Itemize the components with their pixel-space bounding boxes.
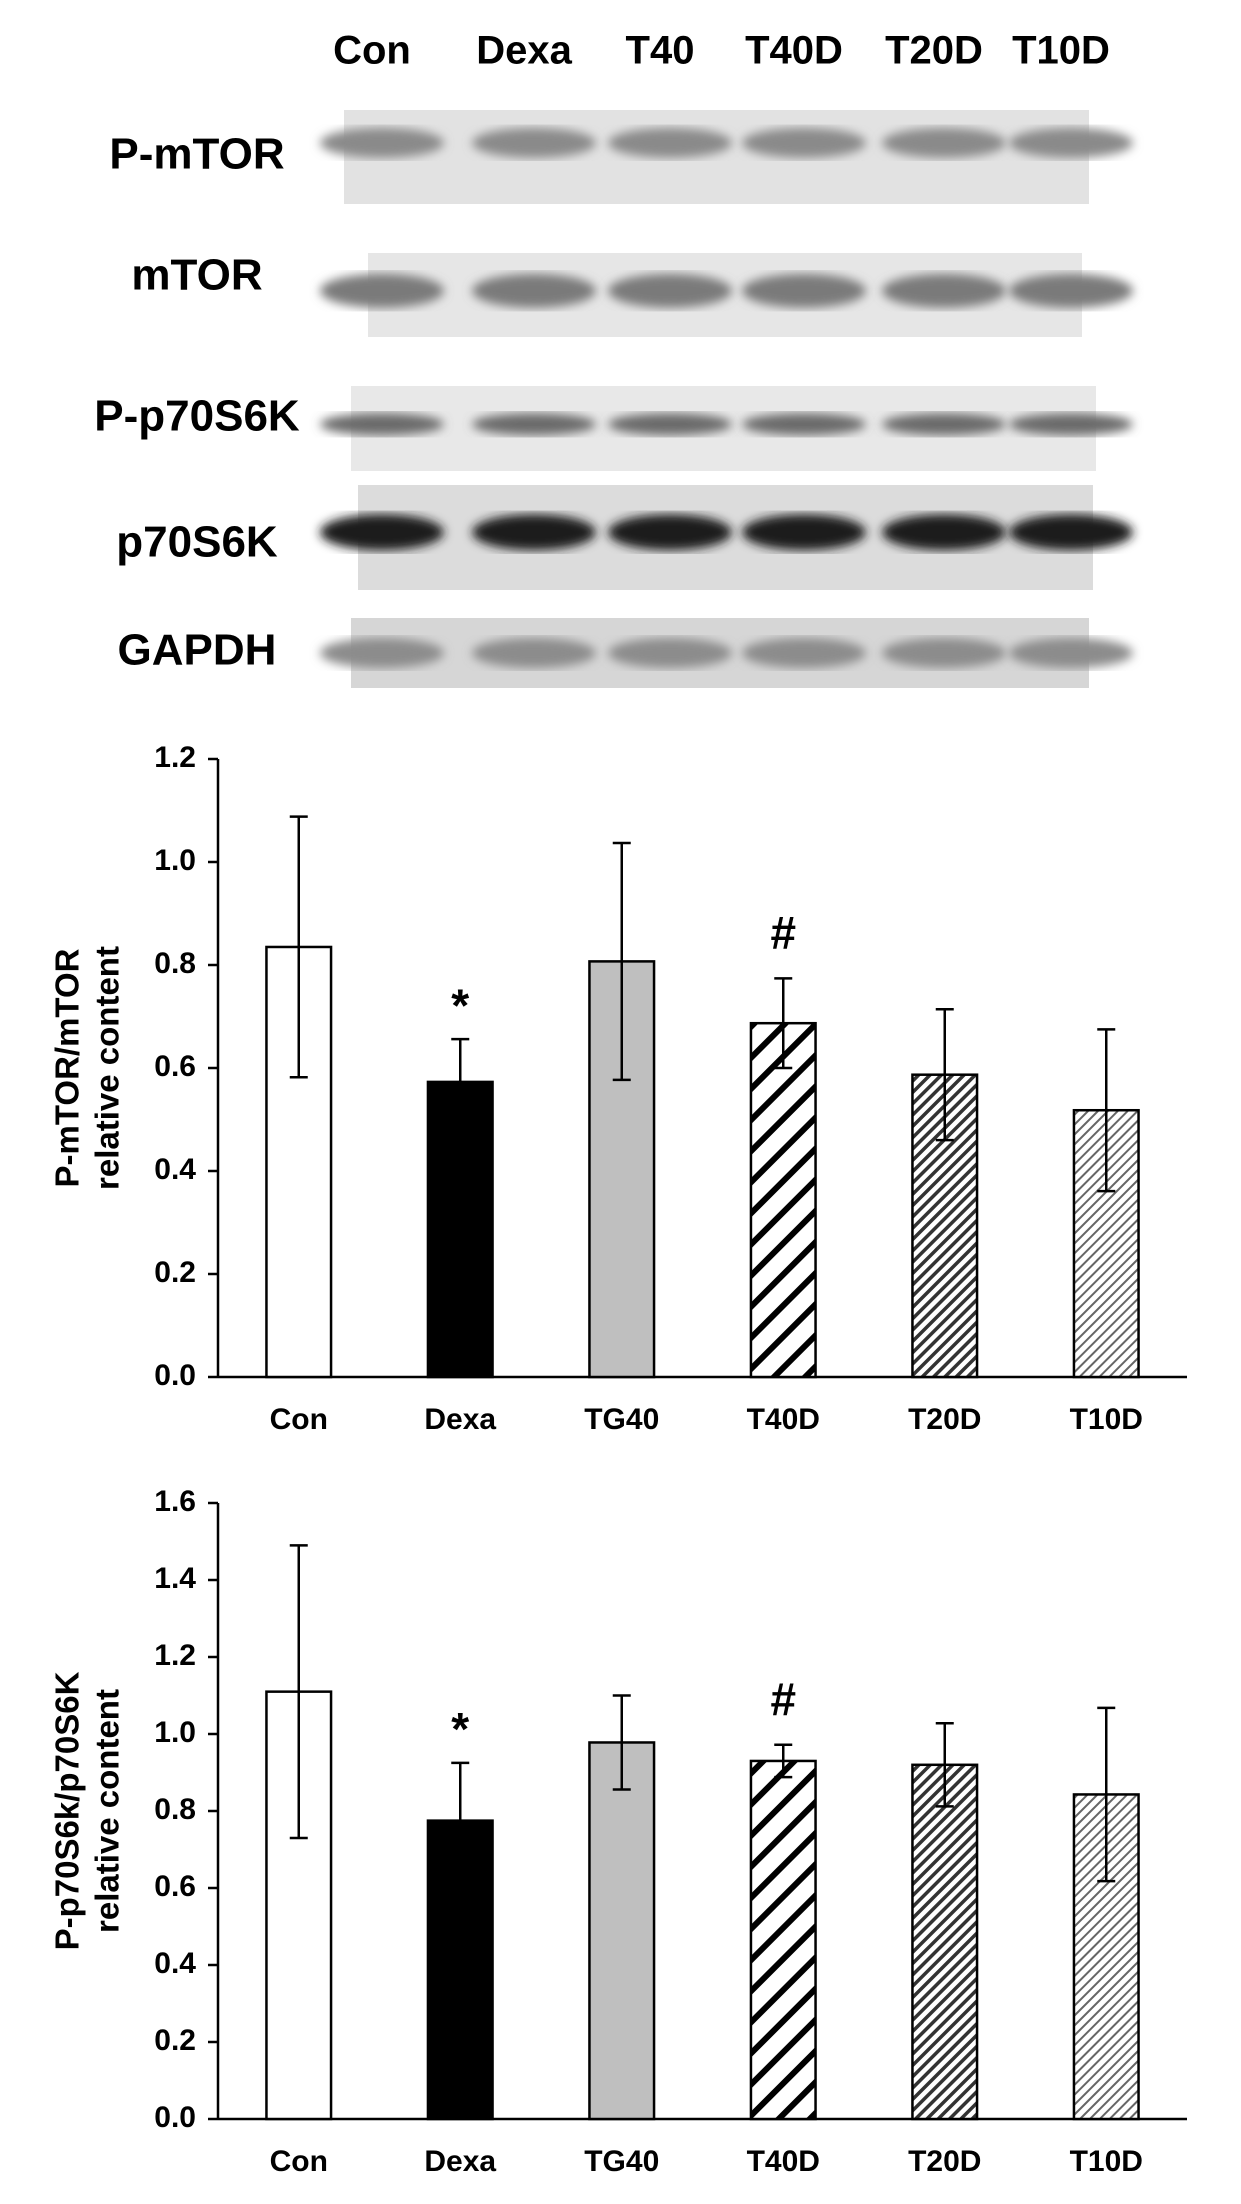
blot-band: [472, 638, 596, 668]
bar: [1072, 1108, 1140, 1379]
bar: [588, 1741, 656, 2121]
lane-label: T10D: [1012, 29, 1110, 73]
blot-band: [608, 514, 732, 551]
y-tick-label: 0.0: [154, 1359, 196, 1392]
x-tick-label: T40D: [747, 1403, 820, 1436]
blot-band: [742, 273, 866, 308]
y-tick-label: 0.6: [154, 1050, 196, 1083]
y-axis-label: P-mTOR/mTOR relative content: [49, 946, 126, 1190]
y-tick-label: 1.0: [154, 1716, 196, 1749]
blot-band: [882, 413, 1006, 436]
lane-label: T40D: [745, 29, 843, 73]
blot-band: [742, 127, 866, 158]
bar: [749, 1759, 817, 2121]
blot-band: [882, 127, 1006, 158]
y-tick-label: 1.2: [154, 1639, 196, 1672]
x-tick-label: TG40: [584, 2145, 659, 2178]
blot-strip: [344, 110, 1089, 204]
x-tick-label: Dexa: [424, 2145, 496, 2178]
x-tick-label: Con: [270, 1403, 328, 1436]
blot-band: [320, 273, 444, 308]
blot-band: [1009, 273, 1133, 308]
x-tick-label: T10D: [1070, 2145, 1143, 2178]
blot-band: [320, 514, 444, 551]
blot-band: [882, 514, 1006, 551]
blot-band: [472, 413, 596, 436]
significance-mark: *: [451, 979, 469, 1031]
bar: [749, 1021, 817, 1379]
blot-band: [608, 127, 732, 158]
lane-label: T40: [626, 29, 695, 73]
bar: [911, 1763, 979, 2121]
blot-band: [1009, 413, 1133, 436]
blot-band: [742, 413, 866, 436]
significance-mark: #: [770, 1673, 796, 1725]
x-tick-label: Con: [270, 2145, 328, 2178]
y-axis-label-line: P-mTOR/mTOR: [49, 948, 86, 1187]
blot-band: [1009, 514, 1133, 551]
x-tick-label: T40D: [747, 2145, 820, 2178]
blot-band: [320, 638, 444, 668]
y-axis-label-line: relative content: [89, 946, 126, 1190]
blot-band: [608, 273, 732, 308]
row-label: P-p70S6K: [94, 392, 300, 441]
y-tick-label: 0.4: [154, 1153, 196, 1186]
y-tick-label: 1.0: [154, 844, 196, 877]
blot-band: [742, 514, 866, 551]
y-axis-label: P-p70S6k/p70S6K relative content: [49, 1671, 126, 1950]
blot-band: [742, 638, 866, 668]
significance-mark: *: [451, 1703, 469, 1755]
y-tick-label: 0.2: [154, 2024, 196, 2057]
row-label: P-mTOR: [109, 130, 284, 179]
lane-label: Dexa: [476, 29, 572, 73]
lane-label: Con: [333, 29, 411, 73]
y-tick-label: 0.4: [154, 1947, 196, 1980]
y-tick-label: 1.2: [154, 741, 196, 774]
blot-band: [320, 127, 444, 158]
blot-band: [882, 638, 1006, 668]
row-label: p70S6K: [116, 518, 278, 567]
significance-mark: #: [770, 907, 796, 959]
y-tick-label: 0.2: [154, 1256, 196, 1289]
blot-band: [1009, 638, 1133, 668]
y-tick-label: 0.0: [154, 2101, 196, 2134]
blot-band: [1009, 127, 1133, 158]
x-tick-label: T10D: [1070, 1403, 1143, 1436]
y-tick-label: 0.8: [154, 1793, 196, 1826]
bar: [426, 1080, 494, 1379]
blot-band: [472, 514, 596, 551]
row-label: GAPDH: [118, 626, 277, 675]
row-label: mTOR: [131, 251, 262, 300]
y-axis-label-line: P-p70S6k/p70S6K: [49, 1671, 86, 1950]
blot-band: [608, 413, 732, 436]
y-tick-label: 1.6: [154, 1485, 196, 1518]
x-tick-label: TG40: [584, 1403, 659, 1436]
blot-band: [608, 638, 732, 668]
lane-label: T20D: [885, 29, 983, 73]
blot-band: [882, 273, 1006, 308]
x-tick-label: T20D: [908, 1403, 981, 1436]
y-tick-label: 1.4: [154, 1562, 196, 1595]
x-tick-label: T20D: [908, 2145, 981, 2178]
blot-band: [472, 127, 596, 158]
blot-band: [320, 413, 444, 436]
y-tick-label: 0.8: [154, 947, 196, 980]
x-tick-label: Dexa: [424, 1403, 496, 1436]
y-tick-label: 0.6: [154, 1870, 196, 1903]
blot-band: [472, 273, 596, 308]
y-axis-label-line: relative content: [89, 1689, 126, 1933]
